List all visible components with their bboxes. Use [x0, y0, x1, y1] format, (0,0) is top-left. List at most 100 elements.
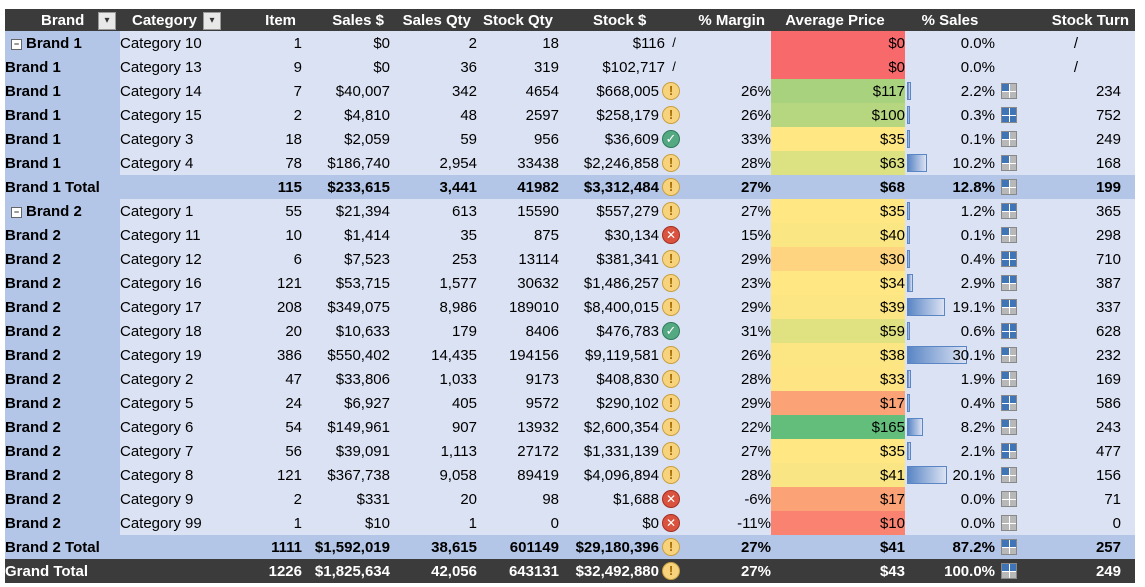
pct-sales-cell[interactable]: 0.0% [905, 31, 1001, 55]
sales-cell[interactable]: $349,075 [302, 295, 390, 319]
stock-qty-cell[interactable]: 8406 [477, 319, 559, 343]
category-cell[interactable]: Category 14 [120, 79, 222, 103]
avg-price-cell[interactable]: $100 [771, 103, 905, 127]
category-cell[interactable]: Category 7 [120, 439, 222, 463]
item-cell[interactable]: 10 [222, 223, 302, 247]
table-row[interactable]: Brand 2 Category 11 10 $1,414 35 875 $30,134 ✕ 1… [5, 223, 1135, 247]
margin-cell[interactable]: -6% [683, 487, 771, 511]
sales-qty-cell[interactable]: 38,615 [390, 535, 477, 559]
stock-qty-cell[interactable]: 189010 [477, 295, 559, 319]
stock-qty-cell[interactable]: 9572 [477, 391, 559, 415]
sales-qty-cell[interactable]: 9,058 [390, 463, 477, 487]
stock-value-cell[interactable]: $290,102! [559, 391, 683, 415]
stock-qty-cell[interactable]: 13114 [477, 247, 559, 271]
item-cell[interactable]: 9 [222, 55, 302, 79]
stock-value-cell[interactable]: $3,312,484! [559, 175, 683, 199]
table-row[interactable]: Brand 1 Category 3 18 $2,059 59 956 $36,609 ✓ 33… [5, 127, 1135, 151]
pct-sales-cell[interactable]: 0.1% [905, 127, 1001, 151]
stock-qty-cell[interactable]: 89419 [477, 463, 559, 487]
pct-sales-cell[interactable]: 2.1% [905, 439, 1001, 463]
brand-cell[interactable]: Brand 1 [5, 79, 120, 103]
item-cell[interactable]: 1 [222, 31, 302, 55]
stock-turn-cell[interactable]: / [1001, 55, 1135, 79]
sales-qty-cell[interactable]: 253 [390, 247, 477, 271]
category-cell[interactable]: Category 15 [120, 103, 222, 127]
stock-value-cell[interactable]: $668,005! [559, 79, 683, 103]
stock-qty-cell[interactable]: 956 [477, 127, 559, 151]
total-label[interactable]: Brand 2 Total [5, 535, 222, 559]
sales-cell[interactable]: $0 [302, 55, 390, 79]
sales-qty-cell[interactable]: 1 [390, 511, 477, 535]
sales-cell[interactable]: $0 [302, 31, 390, 55]
brand-cell[interactable]: Brand 2 [5, 295, 120, 319]
category-cell[interactable]: Category 4 [120, 151, 222, 175]
sales-qty-cell[interactable]: 59 [390, 127, 477, 151]
stock-value-cell[interactable]: $8,400,015! [559, 295, 683, 319]
pct-sales-cell[interactable]: 1.2% [905, 199, 1001, 223]
table-row[interactable]: Brand 2 Category 16 121 $53,715 1,577 30632 $1… [5, 271, 1135, 295]
item-cell[interactable]: 1111 [222, 535, 302, 559]
sales-qty-cell[interactable]: 907 [390, 415, 477, 439]
avg-price-cell[interactable]: $39 [771, 295, 905, 319]
stock-turn-cell[interactable]: 71 [1001, 487, 1135, 511]
category-cell[interactable]: Category 16 [120, 271, 222, 295]
pct-sales-cell[interactable]: 12.8% [905, 175, 1001, 199]
item-cell[interactable]: 78 [222, 151, 302, 175]
stock-qty-cell[interactable]: 319 [477, 55, 559, 79]
stock-turn-cell[interactable]: 298 [1001, 223, 1135, 247]
sales-cell[interactable]: $6,927 [302, 391, 390, 415]
stock-value-cell[interactable]: $2,600,354! [559, 415, 683, 439]
avg-price-cell[interactable]: $68 [771, 175, 905, 199]
sales-cell[interactable]: $149,961 [302, 415, 390, 439]
stock-turn-cell[interactable]: 243 [1001, 415, 1135, 439]
category-cell[interactable]: Category 8 [120, 463, 222, 487]
stock-turn-cell[interactable]: 628 [1001, 319, 1135, 343]
item-cell[interactable]: 1226 [222, 559, 302, 583]
stock-turn-cell[interactable]: 387 [1001, 271, 1135, 295]
margin-cell[interactable] [683, 31, 771, 55]
table-row[interactable]: Brand 2 Category 18 20 $10,633 179 8406 $476,7… [5, 319, 1135, 343]
avg-price-cell[interactable]: $43 [771, 559, 905, 583]
avg-price-cell[interactable]: $165 [771, 415, 905, 439]
category-cell[interactable]: Category 17 [120, 295, 222, 319]
item-cell[interactable]: 56 [222, 439, 302, 463]
stock-qty-cell[interactable]: 643131 [477, 559, 559, 583]
table-row[interactable]: Brand 1 Category 14 7 $40,007 342 4654 $668,00… [5, 79, 1135, 103]
margin-cell[interactable]: -11% [683, 511, 771, 535]
margin-cell[interactable]: 27% [683, 559, 771, 583]
stock-turn-cell[interactable]: 586 [1001, 391, 1135, 415]
category-cell[interactable]: Category 1 [120, 199, 222, 223]
sales-qty-cell[interactable]: 179 [390, 319, 477, 343]
margin-cell[interactable]: 28% [683, 463, 771, 487]
pct-sales-cell[interactable]: 19.1% [905, 295, 1001, 319]
brand-cell[interactable]: Brand 2 [5, 391, 120, 415]
table-row[interactable]: Brand 2 Category 17 208 $349,075 8,986 189010… [5, 295, 1135, 319]
table-row[interactable]: − Brand 1 Category 10 1 $0 2 18 $116/$0 0.0% / [5, 31, 1135, 55]
margin-cell[interactable]: 15% [683, 223, 771, 247]
stock-value-cell[interactable]: $1,688 ✕ [559, 487, 683, 511]
sales-cell[interactable]: $2,059 [302, 127, 390, 151]
margin-cell[interactable]: 27% [683, 439, 771, 463]
table-row[interactable]: Brand 2 Category 8 121 $367,738 9,058 89419 $4… [5, 463, 1135, 487]
brand-cell[interactable]: Brand 1 [5, 127, 120, 151]
table-row[interactable]: Brand 1 Category 13 9 $0 36 319 $102,717/$0 0.0… [5, 55, 1135, 79]
category-cell[interactable]: Category 3 [120, 127, 222, 151]
stock-qty-cell[interactable]: 194156 [477, 343, 559, 367]
category-cell[interactable]: Category 13 [120, 55, 222, 79]
stock-turn-cell[interactable]: / [1001, 31, 1135, 55]
item-cell[interactable]: 55 [222, 199, 302, 223]
sales-cell[interactable]: $331 [302, 487, 390, 511]
sales-cell[interactable]: $10,633 [302, 319, 390, 343]
avg-price-cell[interactable]: $30 [771, 247, 905, 271]
category-cell[interactable]: Category 6 [120, 415, 222, 439]
item-cell[interactable]: 2 [222, 103, 302, 127]
stock-value-cell[interactable]: $116 / [559, 31, 683, 55]
stock-value-cell[interactable]: $381,341! [559, 247, 683, 271]
margin-cell[interactable]: 31% [683, 319, 771, 343]
stock-turn-cell[interactable]: 156 [1001, 463, 1135, 487]
brand-cell[interactable]: Brand 2 [5, 439, 120, 463]
sales-qty-cell[interactable]: 14,435 [390, 343, 477, 367]
item-cell[interactable]: 208 [222, 295, 302, 319]
item-cell[interactable]: 115 [222, 175, 302, 199]
stock-turn-cell[interactable]: 232 [1001, 343, 1135, 367]
